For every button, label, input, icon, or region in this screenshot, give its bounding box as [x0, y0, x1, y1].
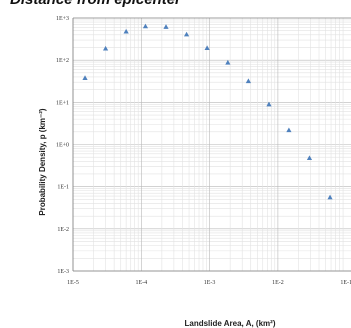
data-point-triangle [163, 24, 169, 29]
data-point-triangle [266, 101, 272, 107]
y-tick-label: 1E-2 [57, 227, 69, 233]
x-axis-label: Landslide Area, A, (km²) [184, 319, 276, 328]
y-tick-label: 1E-3 [57, 269, 69, 275]
data-point-triangle [142, 23, 149, 29]
data-point-triangle [123, 28, 129, 34]
data-point-triangle [204, 45, 210, 51]
y-tick-label: 1E+3 [56, 16, 69, 22]
x-tick-label: 1E-1 [340, 280, 351, 286]
y-tick-label: 1E+0 [56, 143, 69, 149]
data-point-triangle [183, 31, 190, 37]
chart-caption: Distance from epicenter [10, 0, 181, 8]
data-point-triangle [286, 127, 292, 133]
y-tick-label: 1E+2 [56, 58, 69, 64]
x-tick-label: 1E-5 [67, 280, 79, 286]
x-tick-label: 1E-2 [272, 280, 284, 286]
data-point-triangle [306, 155, 313, 161]
x-tick-label: 1E-4 [135, 280, 147, 286]
y-tick-label: 1E-1 [57, 185, 69, 191]
data-point-triangle [327, 194, 333, 200]
data-point-triangle [225, 59, 231, 65]
x-tick-label: 1E-3 [204, 280, 216, 286]
data-point-triangle [102, 45, 109, 51]
y-tick-label: 1E+1 [56, 100, 69, 106]
data-point-triangle [82, 75, 88, 80]
data-point-triangle [245, 78, 252, 84]
y-axis-label: Probability Density, p (km⁻²) [38, 108, 47, 216]
